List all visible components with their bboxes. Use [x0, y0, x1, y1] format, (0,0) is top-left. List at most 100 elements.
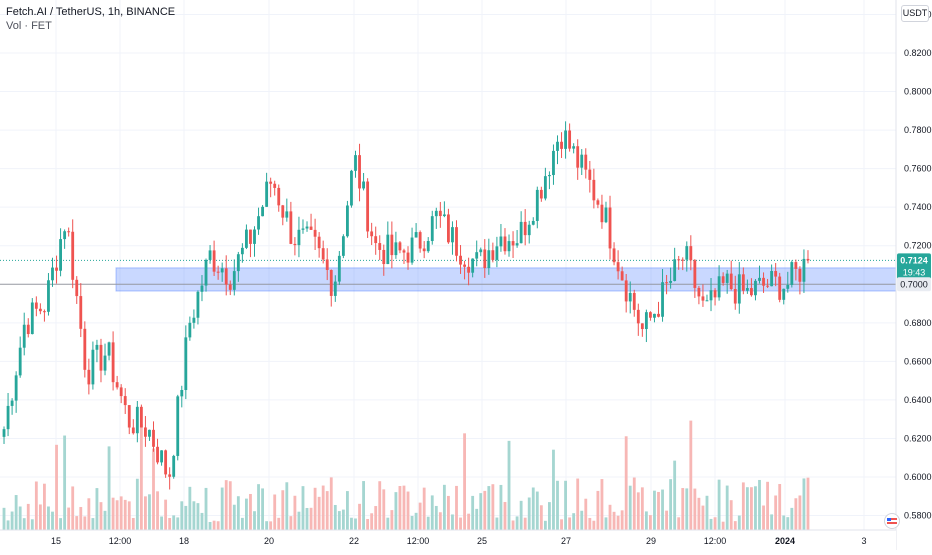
time-tick-label: 29 — [646, 536, 656, 546]
price-tick-label: 0.7200 — [904, 241, 932, 251]
candle-body — [220, 268, 224, 273]
candle-body — [612, 248, 616, 263]
candle-body — [224, 268, 228, 285]
volume-bar — [487, 486, 491, 530]
volume-bar — [83, 516, 87, 530]
candle-body — [640, 323, 644, 330]
time-axis[interactable]: 15 12:00 18 20 22 12:00 25 27 29 12:00 2024 3 — [0, 529, 896, 550]
candle-body — [459, 255, 462, 265]
candle-body — [447, 214, 450, 243]
volume-bar — [406, 491, 410, 530]
volume-bar — [552, 449, 555, 530]
volume-bar — [697, 497, 701, 530]
volume-bar — [394, 492, 398, 530]
candle-body — [341, 236, 345, 256]
candle-body — [127, 405, 131, 428]
volume-bar — [172, 515, 176, 530]
candle-body — [325, 259, 329, 270]
candle-body — [624, 280, 628, 302]
volume-bar — [459, 517, 462, 530]
candle-body — [410, 237, 414, 263]
candle-body — [717, 276, 721, 298]
candle-body — [665, 282, 668, 284]
volume-bar — [382, 489, 386, 530]
volume-bar — [693, 488, 697, 530]
volume-bar — [79, 506, 83, 530]
candle-body — [414, 232, 418, 238]
chart-pane[interactable] — [0, 0, 896, 530]
candle-body — [172, 455, 176, 477]
candle-body — [604, 207, 608, 223]
candle-body — [608, 207, 612, 249]
volume-bar — [188, 486, 192, 530]
volume-bar — [737, 515, 741, 530]
candle-body — [313, 229, 317, 237]
candle-body — [539, 189, 543, 199]
volume-bar — [548, 502, 551, 530]
candles — [2, 121, 810, 490]
volume-bar — [325, 491, 329, 530]
candle-body — [406, 252, 410, 263]
candle-body — [204, 259, 208, 286]
candle-body — [160, 450, 163, 463]
candle-body — [422, 248, 426, 252]
volume-bar — [608, 504, 612, 530]
volume-bar — [2, 507, 6, 530]
volume-bar — [220, 487, 224, 530]
tradingview-flag-icon[interactable] — [884, 513, 900, 529]
candle-body — [382, 249, 386, 265]
volume-bar — [511, 520, 515, 530]
candle-body — [543, 176, 547, 199]
price-tick-label: 0.8200 — [904, 48, 932, 58]
volume-bar — [665, 510, 668, 530]
candle-body — [455, 227, 458, 256]
legend-volume[interactable]: Vol · FET — [6, 20, 52, 32]
candle-body — [766, 285, 769, 287]
volume-bar — [216, 521, 220, 530]
volume-bar — [253, 511, 256, 530]
volume-bar — [273, 494, 277, 530]
currency-label[interactable]: USDT — [901, 5, 929, 22]
volume-bar — [729, 500, 733, 530]
volume-bar — [333, 504, 337, 530]
volume-bar — [301, 486, 305, 530]
legend-title[interactable]: Fetch.AI / TetherUS, 1h, BINANCE — [6, 6, 176, 18]
candle-body — [378, 243, 382, 250]
candle-body — [794, 262, 798, 269]
candle-body — [564, 130, 567, 149]
volume-bar — [374, 506, 378, 530]
candle-body — [798, 268, 802, 282]
candle-body — [216, 271, 220, 273]
volume-bar — [378, 481, 382, 530]
volume-bar — [584, 498, 588, 530]
candle-body — [337, 255, 341, 282]
volume-bar — [30, 519, 34, 530]
volume-bar — [576, 478, 580, 530]
volume-bar — [99, 502, 103, 530]
time-tick-label: 20 — [264, 536, 274, 546]
candle-body — [653, 313, 656, 318]
time-tick-label: 12:00 — [407, 536, 430, 546]
volume-bar — [119, 496, 123, 530]
time-tick-label: 22 — [349, 536, 359, 546]
candle-body — [131, 427, 135, 434]
candle-body — [556, 141, 559, 151]
candle-body — [184, 337, 188, 390]
candle-body — [519, 221, 523, 244]
volume-bar — [653, 490, 656, 530]
candle-body — [240, 247, 244, 255]
candle-body — [269, 181, 273, 184]
volume-bar — [560, 519, 563, 530]
price-tick-label: 0.6200 — [904, 433, 932, 443]
candle-body — [475, 252, 479, 259]
candle-body — [289, 211, 293, 244]
candle-body — [192, 317, 196, 323]
volume-bar — [281, 490, 285, 530]
candle-body — [261, 206, 264, 217]
candle-body — [426, 241, 430, 252]
volume-bar — [507, 440, 511, 530]
time-tick-label: 15 — [51, 536, 61, 546]
candle-body — [390, 234, 394, 256]
